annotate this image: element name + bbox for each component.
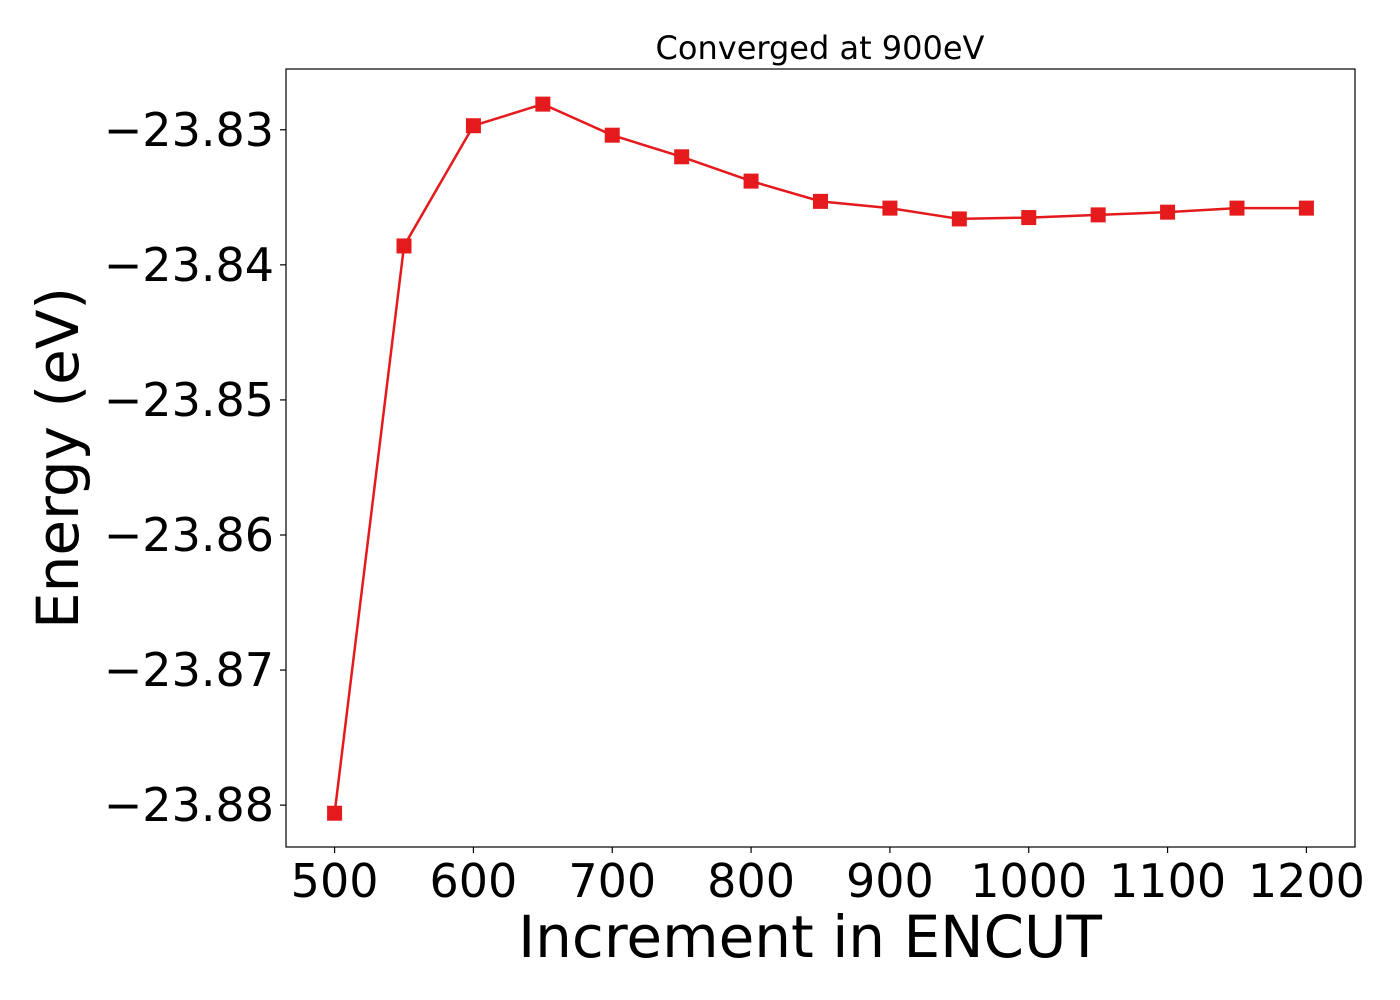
data-point [1021, 210, 1037, 226]
series-markers [327, 96, 1314, 821]
y-tick-label: −23.86 [104, 508, 274, 562]
x-tick-label: 800 [707, 854, 795, 908]
data-point [674, 149, 690, 165]
data-point [882, 200, 898, 216]
chart-title: Converged at 900eV [656, 29, 985, 67]
y-tick-label: −23.88 [104, 778, 274, 832]
data-point [1229, 200, 1245, 216]
x-tick-label: 1200 [1248, 854, 1365, 908]
data-point [604, 127, 620, 143]
x-axis-label: Increment in ENCUT [518, 903, 1102, 971]
data-point [465, 118, 481, 134]
data-point [1298, 200, 1314, 216]
y-tick-label: −23.84 [104, 238, 274, 292]
y-axis: −23.83 −23.84 −23.85 −23.86 −23.87 −23.88 [104, 103, 286, 832]
data-point [327, 805, 343, 821]
y-axis-label: Energy (eV) [24, 287, 92, 629]
data-point [1090, 207, 1106, 223]
x-tick-label: 900 [846, 854, 934, 908]
data-point [1160, 204, 1176, 220]
y-tick-label: −23.85 [104, 373, 274, 427]
x-tick-label: 1100 [1109, 854, 1226, 908]
x-tick-label: 500 [291, 854, 379, 908]
data-point [743, 173, 759, 189]
data-point [951, 211, 967, 227]
y-tick-label: −23.83 [104, 103, 274, 157]
data-point [396, 238, 412, 254]
x-tick-label: 1000 [970, 854, 1087, 908]
data-point [813, 193, 828, 209]
y-tick-label: −23.87 [104, 643, 274, 697]
x-axis: 500 600 700 800 900 1000 1100 1200 [291, 847, 1365, 908]
x-tick-label: 700 [568, 854, 656, 908]
data-point [535, 96, 551, 112]
plot-frame [285, 68, 1356, 848]
x-tick-label: 600 [430, 854, 518, 908]
